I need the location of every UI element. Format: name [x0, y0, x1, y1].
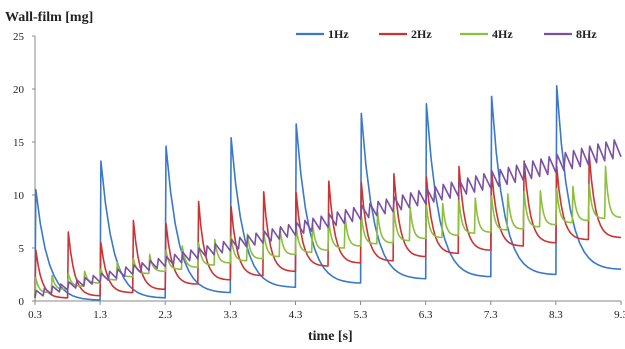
- legend-label-2hz: 2Hz: [411, 27, 432, 41]
- y-tick-label: 5: [19, 243, 25, 255]
- x-axis-title: time [s]: [308, 329, 353, 344]
- legend-label-1hz: 1Hz: [328, 27, 349, 41]
- series-lines: [34, 85, 622, 301]
- x-tick-label: 5.3: [354, 309, 368, 321]
- x-tick-label: 2.3: [158, 309, 172, 321]
- y-tick-label: 15: [13, 137, 25, 149]
- y-axis-ticks: 0 5 10 15 20 25: [13, 31, 35, 308]
- series-line-4hz: [34, 165, 622, 299]
- y-axis-title: Wall-film [mg]: [5, 10, 93, 25]
- legend: 1Hz 2Hz 4Hz 8Hz: [296, 27, 597, 41]
- x-tick-label: 3.3: [223, 309, 237, 321]
- x-tick-label: 0.3: [28, 309, 42, 321]
- x-tick-label: 4.3: [289, 309, 303, 321]
- legend-label-4hz: 4Hz: [492, 27, 513, 41]
- y-tick-label: 10: [13, 190, 25, 202]
- series-line-8hz: [34, 139, 622, 298]
- x-tick-label: 9.3: [614, 309, 625, 321]
- x-tick-label: 1.3: [93, 309, 107, 321]
- y-tick-label: 20: [13, 84, 25, 96]
- x-tick-label: 8.3: [549, 309, 563, 321]
- x-tick-label: 7.3: [484, 309, 498, 321]
- legend-label-8hz: 8Hz: [576, 27, 597, 41]
- series-line-2hz: [34, 153, 622, 299]
- y-tick-label: 25: [13, 31, 25, 43]
- x-axis-ticks: 0.3 1.3 2.3 3.3 4.3 5.3 6.3 7.3 8.3 9.3: [28, 301, 625, 321]
- x-tick-label: 6.3: [419, 309, 433, 321]
- series-line-1hz: [34, 85, 622, 301]
- y-tick-label: 0: [19, 296, 25, 308]
